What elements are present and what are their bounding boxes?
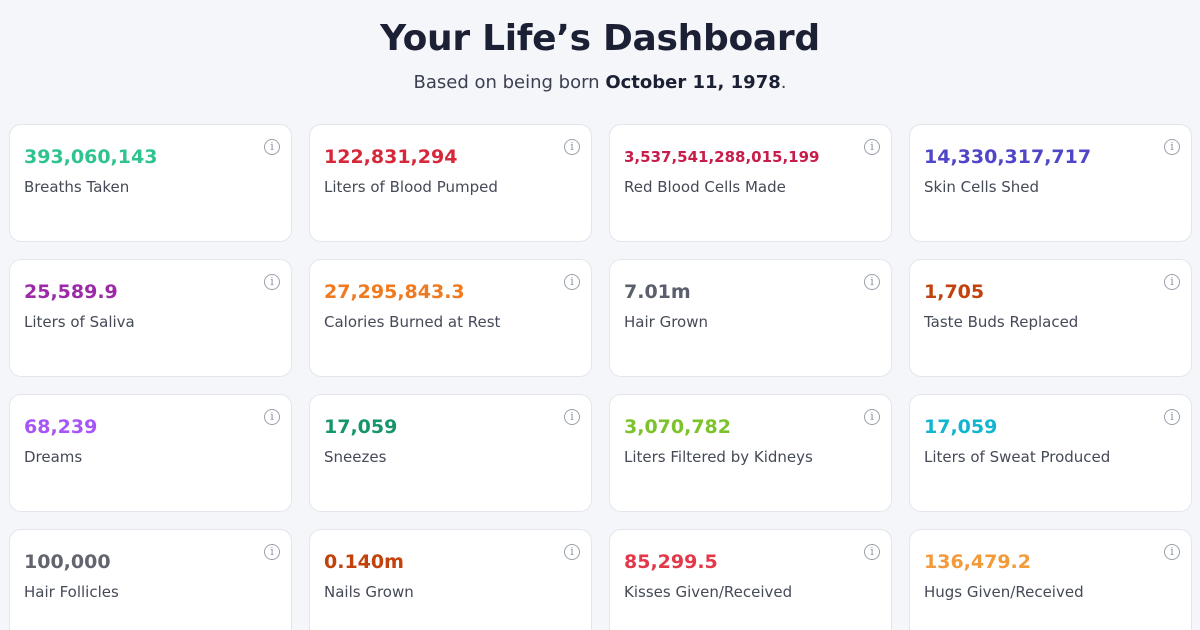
stat-value: 122,831,294 <box>324 146 458 168</box>
stat-card: 1,705 Taste Buds Replaced i <box>909 259 1192 377</box>
info-icon[interactable]: i <box>864 274 880 290</box>
stat-value: 136,479.2 <box>924 551 1031 573</box>
stat-value: 85,299.5 <box>624 551 718 573</box>
stat-value: 17,059 <box>924 416 998 438</box>
stat-label: Liters Filtered by Kidneys <box>624 448 813 466</box>
stat-value: 25,589.9 <box>24 281 118 303</box>
stats-grid: 393,060,143 Breaths Taken i 122,831,294 Lite… <box>9 124 1192 630</box>
stat-card: 0.140m Nails Grown i <box>309 529 592 630</box>
page-title: Your Life’s Dashboard <box>380 18 820 59</box>
stat-label: Hair Follicles <box>24 583 119 601</box>
stat-card: 17,059 Sneezes i <box>309 394 592 512</box>
stat-value: 17,059 <box>324 416 398 438</box>
info-icon[interactable]: i <box>864 409 880 425</box>
info-icon[interactable]: i <box>264 544 280 560</box>
info-icon[interactable]: i <box>1164 274 1180 290</box>
stat-card: 68,239 Dreams i <box>9 394 292 512</box>
info-icon[interactable]: i <box>564 274 580 290</box>
birth-date: October 11, 1978 <box>605 72 781 93</box>
stat-label: Taste Buds Replaced <box>924 313 1079 331</box>
stat-label: Nails Grown <box>324 583 414 601</box>
stat-value: 3,070,782 <box>624 416 731 438</box>
stat-label: Hugs Given/Received <box>924 583 1084 601</box>
stat-card: 122,831,294 Liters of Blood Pumped i <box>309 124 592 242</box>
stat-value: 27,295,843.3 <box>324 281 465 303</box>
stat-card: 17,059 Liters of Sweat Produced i <box>909 394 1192 512</box>
stat-value: 3,537,541,288,015,199 <box>624 148 820 166</box>
info-icon[interactable]: i <box>264 274 280 290</box>
info-icon[interactable]: i <box>1164 409 1180 425</box>
info-icon[interactable]: i <box>1164 139 1180 155</box>
stat-label: Skin Cells Shed <box>924 178 1040 196</box>
info-icon[interactable]: i <box>864 139 880 155</box>
stat-value: 0.140m <box>324 551 404 573</box>
info-icon[interactable]: i <box>564 409 580 425</box>
stat-value: 14,330,317,717 <box>924 146 1092 168</box>
stat-value: 393,060,143 <box>24 146 158 168</box>
info-icon[interactable]: i <box>1164 544 1180 560</box>
stat-label: Calories Burned at Rest <box>324 313 501 331</box>
stat-card: 25,589.9 Liters of Saliva i <box>9 259 292 377</box>
stat-card: 100,000 Hair Follicles i <box>9 529 292 630</box>
stat-card: 85,299.5 Kisses Given/Received i <box>609 529 892 630</box>
stat-value: 68,239 <box>24 416 98 438</box>
info-icon[interactable]: i <box>264 409 280 425</box>
stat-label: Liters of Saliva <box>24 313 135 331</box>
stat-label: Liters of Sweat Produced <box>924 448 1111 466</box>
page-header: Your Life’s Dashboard Based on being bor… <box>0 0 1200 94</box>
stat-label: Liters of Blood Pumped <box>324 178 498 196</box>
subtitle-prefix: Based on being born <box>413 72 606 93</box>
stat-card: 3,070,782 Liters Filtered by Kidneys i <box>609 394 892 512</box>
info-icon[interactable]: i <box>564 139 580 155</box>
info-icon[interactable]: i <box>564 544 580 560</box>
stat-label: Hair Grown <box>624 313 708 331</box>
stat-card: 7.01m Hair Grown i <box>609 259 892 377</box>
stat-value: 100,000 <box>24 551 111 573</box>
stat-card: 393,060,143 Breaths Taken i <box>9 124 292 242</box>
stat-label: Red Blood Cells Made <box>624 178 786 196</box>
stat-value: 7.01m <box>624 281 691 303</box>
stat-label: Kisses Given/Received <box>624 583 793 601</box>
info-icon[interactable]: i <box>864 544 880 560</box>
stat-card: 27,295,843.3 Calories Burned at Rest i <box>309 259 592 377</box>
stat-label: Breaths Taken <box>24 178 130 196</box>
stat-label: Dreams <box>24 448 83 466</box>
stat-label: Sneezes <box>324 448 387 466</box>
stat-value: 1,705 <box>924 281 985 303</box>
subtitle-suffix: . <box>780 72 787 93</box>
stat-card: 3,537,541,288,015,199 Red Blood Cells Mad… <box>609 124 892 242</box>
stat-card: 14,330,317,717 Skin Cells Shed i <box>909 124 1192 242</box>
stat-card: 136,479.2 Hugs Given/Received i <box>909 529 1192 630</box>
page-subtitle: Based on being born October 11, 1978. <box>0 72 1200 94</box>
info-icon[interactable]: i <box>264 139 280 155</box>
